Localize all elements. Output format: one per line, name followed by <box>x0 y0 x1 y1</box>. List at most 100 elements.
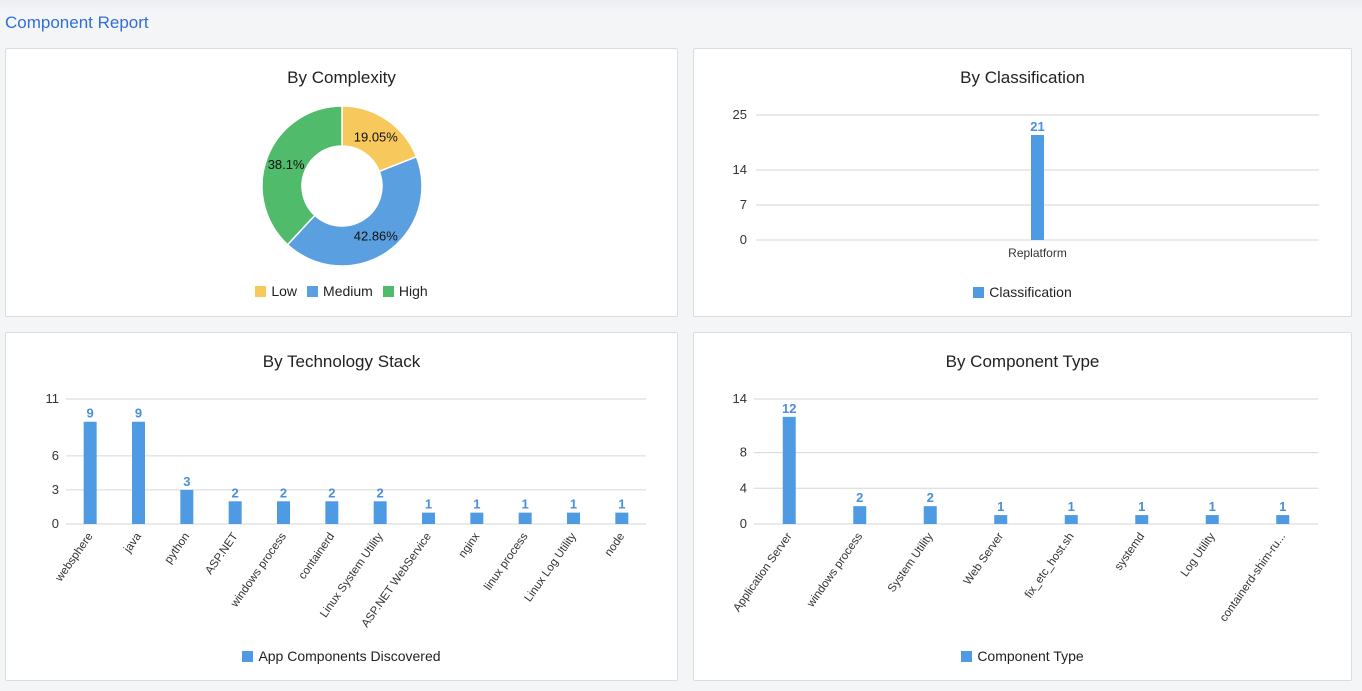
x-label-python: python <box>163 531 193 566</box>
bar-value-python: 3 <box>183 474 190 489</box>
x-label-log-utility: Log Utility <box>1179 531 1218 579</box>
donut-label-high: 38.1% <box>268 157 305 172</box>
high-swatch <box>382 285 394 297</box>
legend-label-app-components: App Components Discovered <box>258 648 441 664</box>
bar-value-windows-process: 2 <box>280 485 287 500</box>
legend-label-low: Low <box>271 283 298 299</box>
component-type-legend: Component Type <box>694 648 1351 664</box>
x-label-replatform: Replatform <box>1008 246 1067 260</box>
top-bar <box>0 0 1362 44</box>
legend-label-medium: Medium <box>323 283 373 299</box>
legend-item-classification[interactable]: Classification <box>973 284 1072 300</box>
bar-linux-system-utility[interactable] <box>373 501 387 524</box>
legend-item-medium[interactable]: Medium <box>307 283 373 299</box>
x-label-websphere: websphere <box>53 531 96 585</box>
bar-value-containerd-shim-ru: 1 <box>1279 499 1286 514</box>
complexity-legend: Low Medium High <box>6 283 677 299</box>
bar-systemd[interactable] <box>1135 515 1149 524</box>
classification-card: By Classification 0 7 14 25 21 Replatform Cla… <box>693 48 1352 317</box>
classification-bar-chart: 0 7 14 25 21 Replatform <box>733 107 1319 260</box>
classification-y-tick: 7 <box>740 197 747 212</box>
bar-value-application-server: 12 <box>782 401 796 416</box>
x-label-node: node <box>603 531 628 559</box>
bar-containerd-shim-ru[interactable] <box>1276 515 1290 524</box>
low-swatch <box>255 285 267 297</box>
legend-label-component-type: Component Type <box>977 648 1084 664</box>
bar-python[interactable] <box>180 489 194 524</box>
classification-y-tick: 14 <box>733 162 747 177</box>
bar-web-server[interactable] <box>994 515 1008 524</box>
bar-value-nginx: 1 <box>473 497 480 512</box>
complexity-chart-title: By Complexity <box>287 68 396 87</box>
bar-value-windows-process: 2 <box>856 490 863 505</box>
donut-label-medium: 42.86% <box>354 229 399 244</box>
bar-websphere[interactable] <box>83 421 97 524</box>
bar-containerd[interactable] <box>325 501 339 524</box>
legend-item-high[interactable]: High <box>382 283 428 299</box>
page-title: Component Report <box>5 13 149 32</box>
bar-linux-log-utility[interactable] <box>567 512 580 524</box>
x-label-linux-log-utility: Linux Log Utility <box>523 531 580 605</box>
bar-application-server[interactable] <box>782 416 796 524</box>
legend-item-app-components[interactable]: App Components Discovered <box>242 648 441 664</box>
bar-windows-process[interactable] <box>277 501 290 524</box>
classification-chart-title: By Classification <box>960 68 1085 87</box>
complexity-card: By Complexity 19.05% 42.86% 38.1% Low Medi… <box>5 48 678 317</box>
x-label-nginx: nginx <box>457 531 483 561</box>
app-components-swatch <box>242 650 254 662</box>
bar-value-linux-log-utility: 1 <box>570 497 577 512</box>
bar-linux-process[interactable] <box>518 512 532 524</box>
x-label-containerd: containerd <box>297 531 338 582</box>
classification-y-tick: 25 <box>733 107 747 122</box>
legend-item-low[interactable]: Low <box>255 283 297 299</box>
x-label-systemd: systemd <box>1113 531 1147 573</box>
legend-label-high: High <box>398 283 428 299</box>
medium-swatch <box>307 285 319 297</box>
tech-y-tick: 6 <box>52 448 59 463</box>
comptype-y-tick: 4 <box>740 480 747 495</box>
complexity-donut-chart: 19.05% 42.86% 38.1% <box>261 105 423 267</box>
component-type-chart-title: By Component Type <box>945 352 1100 371</box>
tech-y-tick: 0 <box>52 516 59 531</box>
bar-value-system-utility: 2 <box>927 490 934 505</box>
tech-stack-legend: App Components Discovered <box>6 648 677 664</box>
classification-swatch <box>973 286 985 298</box>
bar-replatform[interactable] <box>1031 135 1044 240</box>
x-label-containerd-shim-ru: containerd-shim-ru... <box>1218 531 1288 624</box>
tech-y-tick: 3 <box>52 482 59 497</box>
legend-item-component-type[interactable]: Component Type <box>961 648 1084 664</box>
donut-slice-medium[interactable] <box>286 155 423 267</box>
bar-asp-net-webservice[interactable] <box>422 512 435 524</box>
x-label-web-server: Web Server <box>962 531 1007 588</box>
x-label-windows-process: windows process <box>805 531 866 611</box>
component-type-card: By Component Type 0 4 8 14 12 Application Ser… <box>693 332 1352 681</box>
bar-windows-process[interactable] <box>853 506 867 524</box>
comptype-y-tick: 8 <box>740 445 747 460</box>
x-label-application-server: Application Server <box>731 531 794 614</box>
bar-value-node: 1 <box>618 497 625 512</box>
tech-stack-bar-chart: 036119websphere9java3python2ASP.NET2wind… <box>46 391 646 630</box>
x-label-fix-etc-host-sh: fix_etc_host.sh <box>1023 531 1077 601</box>
bar-system-utility[interactable] <box>923 506 937 524</box>
legend-label-classification: Classification <box>989 284 1072 300</box>
bar-fix-etc-host-sh[interactable] <box>1064 515 1078 524</box>
bar-value-log-utility: 1 <box>1209 499 1216 514</box>
bar-node[interactable] <box>615 512 629 524</box>
component-type-swatch <box>961 650 973 662</box>
comptype-y-tick: 0 <box>740 516 747 531</box>
bar-java[interactable] <box>132 421 145 524</box>
bar-value-websphere: 9 <box>87 406 94 421</box>
bar-nginx[interactable] <box>470 512 484 524</box>
bar-value-containerd: 2 <box>328 485 335 500</box>
x-label-windows-process: windows process <box>228 531 289 611</box>
x-label-asp-net: ASP.NET <box>203 531 240 577</box>
bar-value-java: 9 <box>135 406 142 421</box>
comptype-y-tick: 14 <box>733 391 747 406</box>
bar-asp-net[interactable] <box>228 501 242 524</box>
bar-log-utility[interactable] <box>1205 515 1219 524</box>
donut-slice-high[interactable] <box>261 105 343 246</box>
tech-y-tick: 11 <box>46 391 60 406</box>
x-label-linux-process: linux process <box>482 531 530 593</box>
tech-stack-card: By Technology Stack 0 3 6 11 9 websphere 9 java… <box>5 332 678 681</box>
